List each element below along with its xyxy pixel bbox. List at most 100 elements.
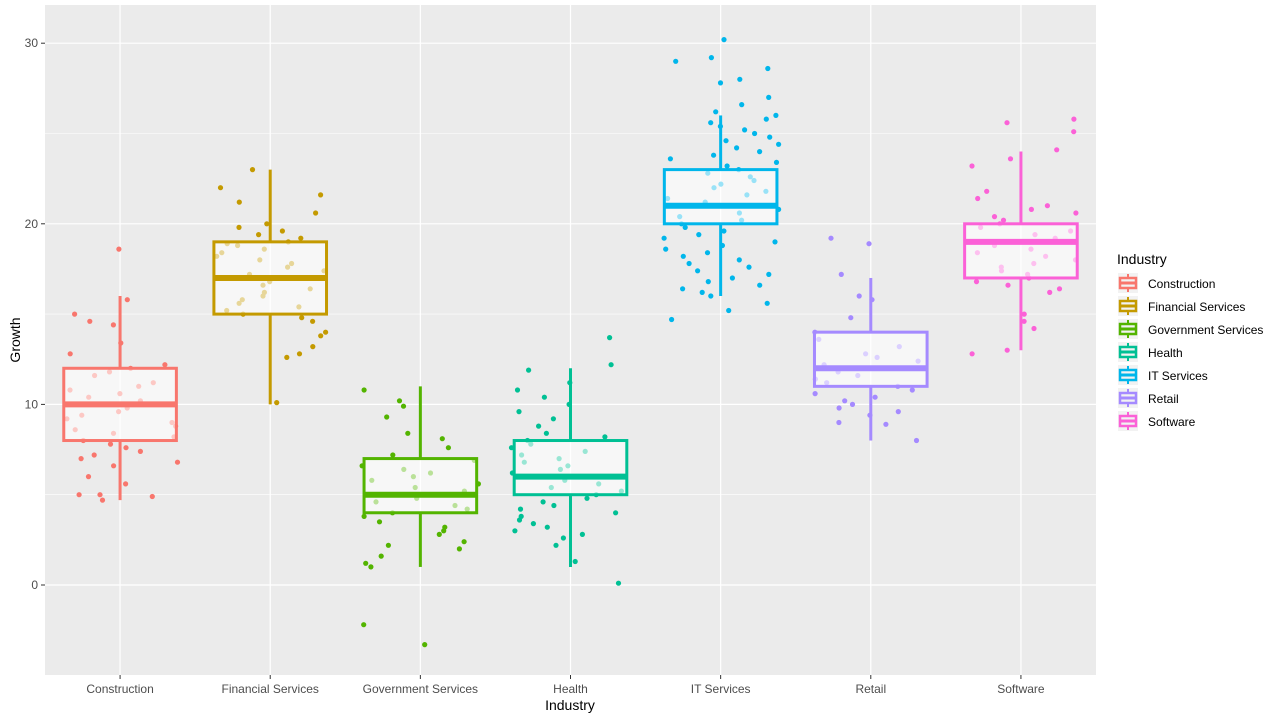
- boxplot-financial-services: [212, 169, 329, 405]
- data-point-it-services: [695, 268, 701, 274]
- x-tick-label: Health: [553, 682, 588, 696]
- data-point-construction: [87, 318, 93, 324]
- legend-label: Software: [1148, 415, 1196, 429]
- legend-label: Government Services: [1148, 323, 1263, 337]
- data-point-software: [1047, 289, 1053, 295]
- data-point-government-services: [461, 539, 467, 545]
- data-point-construction: [111, 463, 117, 469]
- data-point-it-services: [696, 232, 702, 238]
- data-point-health: [579, 531, 586, 538]
- data-point-health: [526, 367, 532, 373]
- data-point-it-services: [737, 76, 743, 82]
- data-point-retail: [836, 419, 842, 426]
- data-point-it-services: [736, 257, 742, 263]
- data-point-it-services: [764, 300, 770, 306]
- legend-item-construction: Construction: [1118, 273, 1215, 293]
- data-point-health: [613, 510, 619, 516]
- data-point-health: [516, 517, 523, 523]
- data-point-construction: [67, 351, 73, 357]
- data-point-it-services: [708, 55, 715, 61]
- data-point-software: [1073, 210, 1079, 216]
- data-point-it-services: [721, 37, 727, 43]
- data-point-it-services: [763, 116, 769, 122]
- data-point-software: [973, 279, 980, 285]
- data-point-it-services: [669, 316, 675, 323]
- data-point-retail: [842, 398, 848, 404]
- data-point-software: [1054, 147, 1060, 153]
- data-point-health: [530, 521, 537, 527]
- data-point-it-services: [724, 163, 730, 169]
- legend-item-software: Software: [1118, 411, 1196, 431]
- data-point-retail: [856, 293, 862, 299]
- data-point-software: [1056, 286, 1063, 292]
- data-point-health: [536, 423, 542, 429]
- iqr-box: [362, 457, 479, 515]
- x-tick-label: Construction: [86, 682, 153, 696]
- iqr-box: [512, 439, 629, 497]
- data-point-retail: [848, 315, 854, 321]
- data-point-it-services: [729, 275, 736, 281]
- data-point-construction: [91, 452, 97, 458]
- data-point-construction: [99, 497, 106, 503]
- data-point-financial-services: [236, 199, 242, 205]
- data-point-it-services: [772, 239, 778, 245]
- data-point-it-services: [708, 120, 714, 126]
- boxplot-software: [963, 151, 1079, 351]
- data-point-health: [560, 535, 567, 541]
- legend: Industry Construction Financial Services G…: [1117, 251, 1263, 431]
- x-axis: Construction Financial Services Government…: [86, 675, 1045, 696]
- data-point-it-services: [773, 112, 779, 118]
- data-point-financial-services: [313, 210, 319, 216]
- data-point-software: [1000, 217, 1007, 223]
- data-point-financial-services: [236, 224, 242, 230]
- data-point-health: [602, 434, 608, 440]
- data-point-government-services: [376, 519, 383, 525]
- data-point-financial-services: [284, 354, 290, 360]
- data-point-government-services: [405, 430, 411, 436]
- data-point-it-services: [661, 235, 667, 241]
- legend-label: Construction: [1148, 277, 1215, 291]
- data-point-construction: [149, 493, 155, 500]
- data-point-it-services: [767, 134, 773, 140]
- data-point-it-services: [721, 228, 727, 234]
- data-point-it-services: [667, 156, 674, 162]
- data-point-government-services: [384, 414, 390, 420]
- x-tick-label: Financial Services: [222, 682, 319, 696]
- data-point-construction: [78, 456, 84, 462]
- data-point-software: [1071, 129, 1077, 135]
- data-point-government-services: [422, 642, 428, 648]
- data-point-financial-services: [274, 400, 280, 406]
- y-tick-label: 10: [25, 397, 39, 411]
- data-point-software: [1021, 318, 1027, 324]
- data-point-it-services: [673, 58, 679, 64]
- data-point-government-services: [368, 564, 374, 570]
- data-point-it-services: [708, 293, 714, 299]
- legend-item-it-services: IT Services: [1118, 365, 1208, 385]
- y-axis: 0 10 20 30: [25, 36, 45, 592]
- y-tick-label: 20: [25, 217, 39, 231]
- data-point-financial-services: [264, 221, 270, 227]
- data-point-construction: [174, 459, 181, 465]
- data-point-financial-services: [318, 333, 324, 339]
- x-tick-label: Software: [997, 682, 1045, 696]
- iqr-box: [662, 168, 779, 226]
- legend-item-retail: Retail: [1118, 388, 1179, 408]
- legend-item-health: Health: [1118, 342, 1183, 362]
- data-point-it-services: [752, 130, 758, 137]
- data-point-government-services: [361, 387, 367, 393]
- data-point-software: [984, 188, 990, 194]
- data-point-health: [517, 506, 524, 512]
- data-point-health: [584, 495, 590, 501]
- data-point-software: [1004, 347, 1010, 353]
- data-point-construction: [76, 492, 82, 498]
- data-point-construction: [110, 322, 116, 328]
- data-point-health: [544, 524, 550, 530]
- data-point-health: [512, 528, 518, 534]
- legend-item-financial-services: Financial Services: [1118, 296, 1245, 316]
- data-point-government-services: [390, 452, 396, 458]
- data-point-financial-services: [256, 232, 262, 238]
- data-point-retail: [828, 235, 834, 241]
- data-point-financial-services: [323, 329, 329, 335]
- data-point-health: [553, 542, 559, 548]
